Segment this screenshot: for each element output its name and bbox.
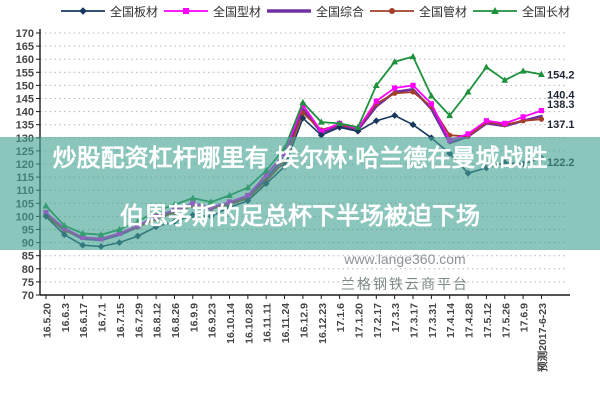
promo-overlay-banner: 炒股配资杠杆哪里有 埃尔林·哈兰德在曼城战胜 伯恩茅斯的足总杯下半场被迫下场 — [0, 137, 600, 250]
svg-text:16.12.23: 16.12.23 — [317, 303, 329, 344]
svg-text:16.11.24: 16.11.24 — [280, 303, 292, 343]
svg-text:160: 160 — [16, 54, 34, 66]
legend-label-long: 全国长材 — [521, 4, 570, 19]
end-label-composite: 138.3 — [547, 99, 575, 111]
svg-text:16.8.26: 16.8.26 — [170, 303, 182, 338]
svg-text:17.4.14: 17.4.14 — [445, 303, 457, 338]
legend-label-plate: 全国板材 — [110, 4, 159, 19]
svg-text:17.6.9: 17.6.9 — [519, 303, 531, 332]
svg-text:17.1.6: 17.1.6 — [335, 303, 347, 332]
svg-text:17.1.20: 17.1.20 — [353, 303, 365, 338]
svg-text:17.3.17: 17.3.17 — [409, 303, 421, 338]
legend-label-section: 全国型材 — [212, 4, 261, 19]
chart-legend: 全国板材 全国型材 全国综合 全国管材 全国长材 — [60, 2, 570, 20]
watermark-site-url: www.lange360.com — [344, 251, 466, 267]
svg-text:16.12.9: 16.12.9 — [298, 303, 310, 338]
svg-text:155: 155 — [16, 67, 34, 79]
svg-text:135: 135 — [16, 120, 34, 132]
svg-text:16.7.15: 16.7.15 — [115, 303, 127, 338]
watermark-platform-name: 兰格钢铁云商平台 — [341, 276, 469, 292]
svg-text:170: 170 — [16, 28, 34, 40]
legend-swatch-section — [163, 8, 208, 14]
svg-text:17.5.12: 17.5.12 — [482, 303, 494, 338]
overlay-text-line1: 炒股配资杠杆哪里有 埃尔林·哈兰德在曼城战胜 — [52, 145, 548, 172]
svg-text:16.8.12: 16.8.12 — [152, 303, 164, 338]
x-axis-labels: 16.5.20 16.6.3 16.6.17 16.7.1 16.7.15 16.7.29… — [42, 295, 549, 372]
legend-item-section: 全国型材 — [163, 3, 261, 20]
legend-item-plate: 全国板材 — [60, 3, 158, 20]
svg-text:17.5.26: 17.5.26 — [500, 303, 512, 338]
svg-text:16.9.9: 16.9.9 — [188, 303, 200, 332]
svg-text:17.3.31: 17.3.31 — [427, 303, 439, 338]
legend-swatch-composite — [266, 9, 311, 13]
svg-text:165: 165 — [16, 41, 34, 53]
svg-text:17.3.3: 17.3.3 — [390, 303, 402, 332]
svg-text:16.7.29: 16.7.29 — [133, 303, 145, 338]
legend-item-pipe: 全国管材 — [369, 3, 467, 20]
svg-text:70: 70 — [22, 290, 34, 302]
svg-text:预测2017-6-23: 预测2017-6-23 — [536, 303, 549, 372]
legend-swatch-pipe — [369, 8, 414, 14]
svg-text:85: 85 — [22, 251, 34, 263]
svg-text:16.6.17: 16.6.17 — [78, 303, 90, 338]
svg-text:17.4.28: 17.4.28 — [464, 303, 476, 338]
overlay-text-line2: 伯恩茅斯的足总杯下半场被迫下场 — [120, 203, 480, 230]
end-label-section: 140.4 — [547, 90, 575, 102]
svg-text:16.9.23: 16.9.23 — [207, 303, 219, 338]
end-label-pipe: 137.1 — [547, 119, 575, 131]
svg-text:16.11.11: 16.11.11 — [262, 303, 274, 343]
svg-text:16.7.1: 16.7.1 — [97, 303, 109, 332]
legend-label-pipe: 全国管材 — [418, 4, 467, 19]
legend-swatch-plate — [61, 7, 105, 15]
svg-text:145: 145 — [16, 94, 34, 106]
legend-item-long: 全国长材 — [472, 3, 570, 20]
svg-text:16.5.20: 16.5.20 — [42, 303, 54, 338]
end-label-long: 154.2 — [547, 69, 575, 81]
svg-text:16.10.28: 16.10.28 — [243, 303, 255, 344]
svg-text:80: 80 — [22, 264, 34, 276]
svg-text:140: 140 — [16, 107, 34, 119]
svg-text:16.10.14: 16.10.14 — [225, 303, 237, 344]
svg-text:16.6.3: 16.6.3 — [60, 303, 72, 332]
legend-label-composite: 全国综合 — [315, 4, 364, 19]
legend-swatch-long — [472, 7, 517, 14]
svg-text:150: 150 — [16, 80, 34, 92]
svg-text:17.2.17: 17.2.17 — [372, 303, 384, 338]
svg-text:75: 75 — [22, 277, 34, 289]
legend-item-composite: 全国综合 — [266, 3, 364, 20]
